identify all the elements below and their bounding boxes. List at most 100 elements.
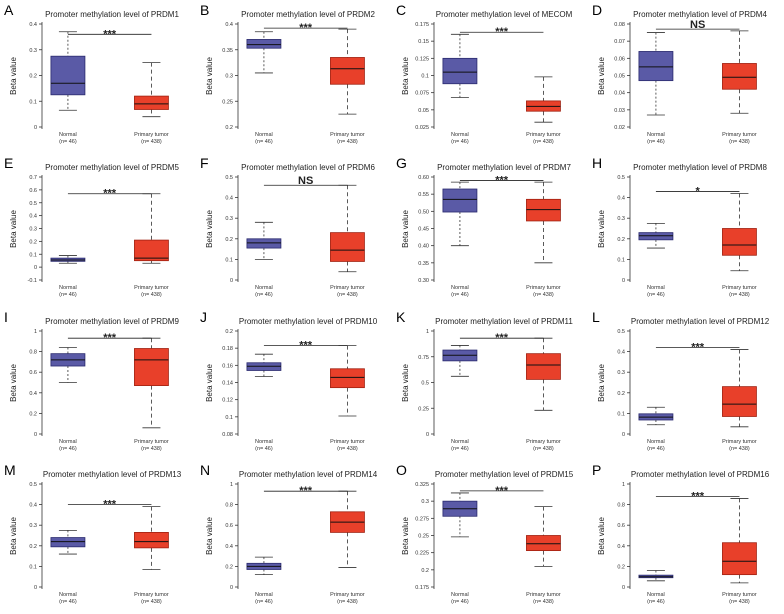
chart-title: Promoter methylation level of MECOM	[436, 10, 573, 19]
x-count-normal: (n= 46)	[59, 446, 77, 452]
x-count-normal: (n= 46)	[647, 139, 665, 145]
x-count-normal: (n= 46)	[59, 292, 77, 298]
box-normal	[442, 188, 478, 213]
x-count-normal: (n= 46)	[647, 599, 665, 605]
significance-label: ***	[103, 332, 117, 344]
y-tick-label: 0.25	[222, 99, 233, 105]
y-tick-label: 0.14	[222, 381, 233, 387]
x-label-tumor: Primary tumor	[330, 592, 365, 598]
y-tick-label: 0.6	[29, 188, 37, 194]
panel-h: H Promoter methylation level of PRDM8 0 0.1…	[592, 155, 767, 298]
y-tick-label: 0.5	[617, 175, 625, 181]
y-tick-label: 0.25	[418, 406, 429, 412]
x-label-normal: Normal	[451, 439, 469, 445]
y-axis-label: Beta value	[9, 517, 18, 555]
box-tumor	[526, 353, 561, 380]
y-tick-label: 0.2	[29, 74, 37, 80]
x-count-tumor: (n= 438)	[729, 292, 750, 298]
panel-letter: L	[592, 309, 600, 325]
panel-letter: N	[200, 462, 210, 478]
y-axis-label: Beta value	[597, 364, 606, 402]
chart-title: Promoter methylation level of PRDM7	[437, 163, 571, 172]
x-label-normal: Normal	[59, 439, 77, 445]
y-tick-label: 0.8	[617, 503, 625, 509]
y-axis-label: Beta value	[401, 517, 410, 555]
x-count-tumor: (n= 438)	[729, 446, 750, 452]
y-tick-label: 0.3	[617, 370, 625, 376]
significance-label: ***	[299, 485, 313, 497]
x-count-normal: (n= 46)	[59, 599, 77, 605]
significance-label: ***	[103, 499, 117, 511]
significance-label: *	[696, 185, 701, 197]
y-tick-label: 0.60	[418, 175, 429, 181]
y-tick-label: 0.4	[29, 214, 37, 220]
y-tick-label: 0.25	[418, 534, 429, 540]
box-tumor	[526, 535, 561, 552]
y-tick-label: 0.5	[617, 329, 625, 335]
box-tumor	[722, 63, 757, 90]
y-tick-label: 0.4	[29, 503, 37, 509]
y-axis-label: Beta value	[205, 210, 214, 248]
panel-letter: B	[200, 2, 209, 18]
panel-letter: K	[396, 309, 406, 325]
x-count-normal: (n= 46)	[451, 292, 469, 298]
x-label-tumor: Primary tumor	[722, 285, 757, 291]
y-tick-label: 0.5	[29, 201, 37, 207]
significance-label: ***	[299, 340, 313, 352]
box-tumor	[134, 239, 169, 262]
x-label-tumor: Primary tumor	[526, 592, 561, 598]
significance-label: ***	[103, 28, 117, 40]
significance-label: ***	[103, 188, 117, 200]
chart-title: Promoter methylation level of PRDM14	[239, 470, 378, 479]
box-normal	[442, 57, 478, 85]
y-axis-label: Beta value	[205, 517, 214, 555]
y-tick-label: 0.2	[29, 544, 37, 550]
chart-title: Promoter methylation level of PRDM2	[241, 10, 375, 19]
x-label-tumor: Primary tumor	[526, 285, 561, 291]
chart-title: Promoter methylation level of PRDM10	[239, 317, 378, 326]
y-tick-label: 0.3	[225, 216, 233, 222]
x-label-tumor: Primary tumor	[330, 439, 365, 445]
x-label-normal: Normal	[647, 132, 665, 138]
box-tumor	[134, 95, 169, 110]
y-tick-label: 0.35	[222, 48, 233, 54]
y-tick-label: 0.325	[415, 482, 429, 488]
x-count-tumor: (n= 438)	[141, 446, 162, 452]
box-tumor	[722, 386, 757, 417]
y-tick-label: 0.08	[614, 22, 625, 28]
y-tick-label: 0.2	[225, 329, 233, 335]
x-label-normal: Normal	[59, 132, 77, 138]
x-label-normal: Normal	[451, 285, 469, 291]
y-tick-label: 0.5	[225, 175, 233, 181]
significance-label: ***	[495, 332, 509, 344]
y-tick-label: 0.6	[617, 523, 625, 529]
y-tick-label: 0.4	[29, 391, 37, 397]
y-tick-label: 0.1	[29, 564, 37, 570]
y-tick-label: 0.15	[418, 39, 429, 45]
significance-label: ***	[691, 341, 705, 353]
y-axis-label: Beta value	[205, 57, 214, 95]
chart-title: Promoter methylation level of PRDM1	[45, 10, 179, 19]
y-tick-label: 0.2	[225, 564, 233, 570]
y-axis-label: Beta value	[401, 210, 410, 248]
y-tick-label: 0	[622, 432, 625, 438]
panel-letter: E	[4, 155, 13, 171]
y-tick-label: 0.2	[29, 411, 37, 417]
chart-title: Promoter methylation level of PRDM5	[45, 163, 179, 172]
panel-i: I Promoter methylation level of PRDM9 0 0.2…	[4, 309, 179, 452]
x-label-normal: Normal	[59, 285, 77, 291]
x-count-tumor: (n= 438)	[533, 139, 554, 145]
chart-title: Promoter methylation level of PRDM11	[435, 317, 573, 326]
chart-title: Promoter methylation level of PRDM9	[45, 317, 179, 326]
y-tick-label: 0.1	[421, 74, 429, 80]
panel-p: P Promoter methylation level of PRDM16 0 0.…	[592, 462, 770, 605]
y-tick-label: 0.1	[617, 411, 625, 417]
y-tick-label: 0.225	[415, 551, 429, 557]
y-tick-label: 0.4	[617, 544, 625, 550]
y-tick-label: 0.1	[617, 257, 625, 263]
y-tick-label: 0.125	[415, 56, 429, 62]
y-tick-label: 0.1	[29, 252, 37, 258]
y-axis-label: Beta value	[9, 210, 18, 248]
y-tick-label: 0.8	[225, 503, 233, 509]
y-tick-label: 0.18	[222, 346, 233, 352]
